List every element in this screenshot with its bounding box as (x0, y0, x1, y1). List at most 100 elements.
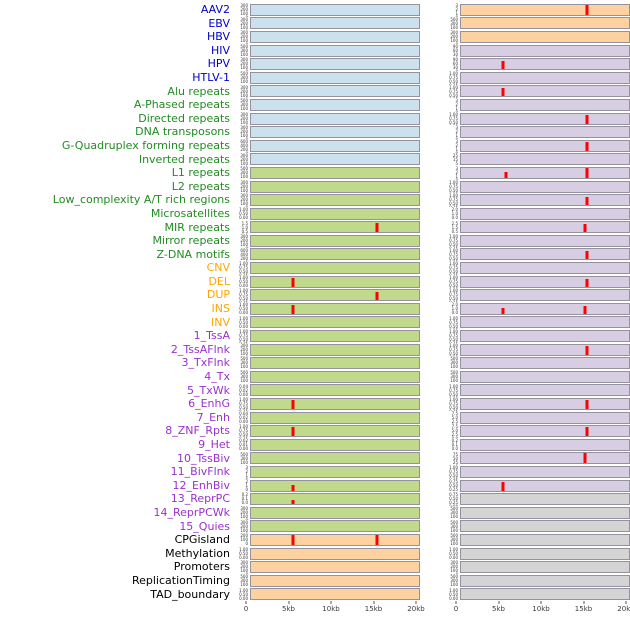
track-row: Alu repeats 3002001000 1.000.750.500.250… (0, 85, 630, 98)
y-tick-label: 200 (240, 129, 248, 135)
y-tick-label: 2 (245, 478, 248, 484)
y-tick-label: 100 (240, 568, 248, 574)
y-axis-ticks: 1.00 0.50 0.00 (234, 316, 250, 330)
track-panel-group-left: 3002001000 (234, 153, 420, 166)
y-tick-label: 0.50 (449, 391, 458, 397)
y-tick-label: 0.25 (449, 83, 458, 84)
y-tick-label: 0.25 (449, 301, 458, 302)
y-tick-label: 0.75 (449, 88, 458, 94)
y-tick-label: 0.75 (449, 346, 458, 352)
track-panel-left (250, 153, 420, 166)
track-panel-right (460, 588, 630, 601)
y-tick-label: 25 (452, 459, 458, 465)
track-panel-right (460, 438, 630, 451)
y-tick-label: 300 (240, 111, 248, 117)
y-tick-label: 300 (240, 234, 248, 240)
y-tick-label: 1.00 (239, 424, 248, 430)
track-panel-group-left: 3002001000 (234, 520, 420, 533)
y-axis-ticks: 7550250 (444, 451, 460, 465)
track-panel-group-left: 0.02 0.01 0.00 (234, 438, 420, 452)
y-tick-label: 0 (245, 124, 248, 125)
track-panel-group-right: 500 300 100 (444, 520, 630, 534)
track-panel-group-left: 6004002000 (234, 139, 420, 153)
y-axis-ticks: 2.5 1.5 0.5 (444, 221, 460, 235)
track-row: DNA transposons 3002001000 3210 (0, 125, 630, 139)
y-tick-label: 0.02 (239, 387, 248, 393)
track-panel-group-left: 500 300 100 (234, 44, 420, 58)
y-tick-label: 500 (450, 533, 458, 539)
y-tick-label: 2.0 (451, 206, 458, 212)
y-tick-label: 0.50 (449, 92, 458, 98)
y-tick-label: 300 (240, 102, 248, 108)
y-axis-ticks: 1.00 0.50 0.00 (444, 588, 460, 602)
y-tick-label: 0.25 (449, 478, 458, 479)
track-panel-left (250, 398, 420, 411)
y-tick-label: 0.25 (449, 97, 458, 98)
track-panel-group-left: 3002001000 (234, 193, 420, 207)
track-row: 9_Het 0.02 0.01 0.00 0.2 0.1 0.0 (0, 438, 630, 452)
y-tick-label: 0.50 (449, 550, 458, 556)
track-panel-left (250, 357, 420, 370)
track-row: Directed repeats 3002001000 1.000.750.50… (0, 111, 630, 125)
track-panel-group-right: 9060300 (444, 57, 630, 71)
track-panel-group-right: 500 300 100 (444, 370, 630, 384)
track-label: Promoters (173, 560, 230, 574)
y-tick-label: 0 (245, 260, 248, 261)
track-panel-left (250, 126, 420, 139)
y-axis-ticks: 1.000.750.500.250.00 (444, 343, 460, 356)
y-axis-ticks: 3002001000 (234, 3, 250, 17)
track-panel-group-right: 1.000.750.500.250.00 (444, 261, 630, 275)
track-row: ReplicationTiming 500 300 100 500 300 100 (0, 574, 630, 588)
signal-spike (585, 196, 589, 206)
track-panel-right (460, 289, 630, 302)
track-panel-right (460, 330, 630, 343)
y-tick-label: 100 (240, 160, 248, 166)
y-tick-label: 1.0 (451, 210, 458, 216)
y-tick-label: 0.50 (449, 337, 458, 343)
y-tick-label: 1.00 (449, 179, 458, 185)
track-panel-group-right: 1.000.750.500.250.00 (444, 179, 630, 193)
y-axis-ticks: 0.04 0.02 0.00 (234, 411, 250, 425)
y-tick-label: 100 (240, 133, 248, 139)
y-tick-label: 0.5 (241, 228, 248, 234)
track-panel-right (460, 465, 630, 478)
y-tick-label: 0.25 (449, 247, 458, 248)
y-tick-label: 1 (455, 11, 458, 16)
y-tick-label: 0.00 (239, 310, 248, 316)
y-tick-label: 0.50 (239, 550, 248, 556)
y-tick-label: 75 (452, 451, 458, 457)
track-label: Directed repeats (138, 111, 230, 125)
y-axis-ticks: 2.0 1.0 0.0 (444, 302, 460, 316)
signal-spike (585, 278, 589, 287)
y-tick-label: 2 (455, 102, 458, 108)
y-tick-label: 100 (450, 513, 458, 519)
track-panel-left (250, 506, 420, 519)
y-tick-label: 0.00 (449, 505, 458, 506)
y-axis-ticks: 500 300 100 (444, 506, 460, 520)
track-label: CPGisland (174, 533, 230, 547)
track-row: Z-DNA motifs 6004002000 1.000.750.500.25… (0, 248, 630, 261)
y-axis-ticks: 500 300 100 (234, 356, 250, 370)
y-tick-label: 100 (240, 174, 248, 180)
y-tick-label: 3 (455, 98, 458, 104)
track-panel-left (250, 384, 420, 397)
y-tick-label: 300 (450, 537, 458, 543)
track-panel-left (250, 275, 420, 288)
track-panel-group-left: 3002001000 (234, 30, 420, 44)
y-tick-label: 0.25 (449, 396, 458, 397)
signal-spike (291, 277, 295, 287)
y-tick-label: 1 (455, 146, 458, 152)
track-panel-group-right: 500 300 100 (444, 356, 630, 370)
track-panel-right (460, 85, 630, 98)
track-panel-group-right: 3002001000 (444, 560, 630, 574)
y-tick-label: 0.50 (449, 405, 458, 411)
y-tick-label: 200 (240, 509, 248, 515)
track-panel-group-right: 3002001000 (444, 30, 630, 44)
track-panel-left (250, 262, 420, 275)
y-tick-label: 0.25 (449, 410, 458, 411)
track-panel-left (250, 85, 420, 98)
y-tick-label: 100 (240, 78, 248, 84)
track-panel-right (460, 71, 630, 84)
track-panel-group-left: 0.04 0.02 0.00 (234, 411, 420, 425)
